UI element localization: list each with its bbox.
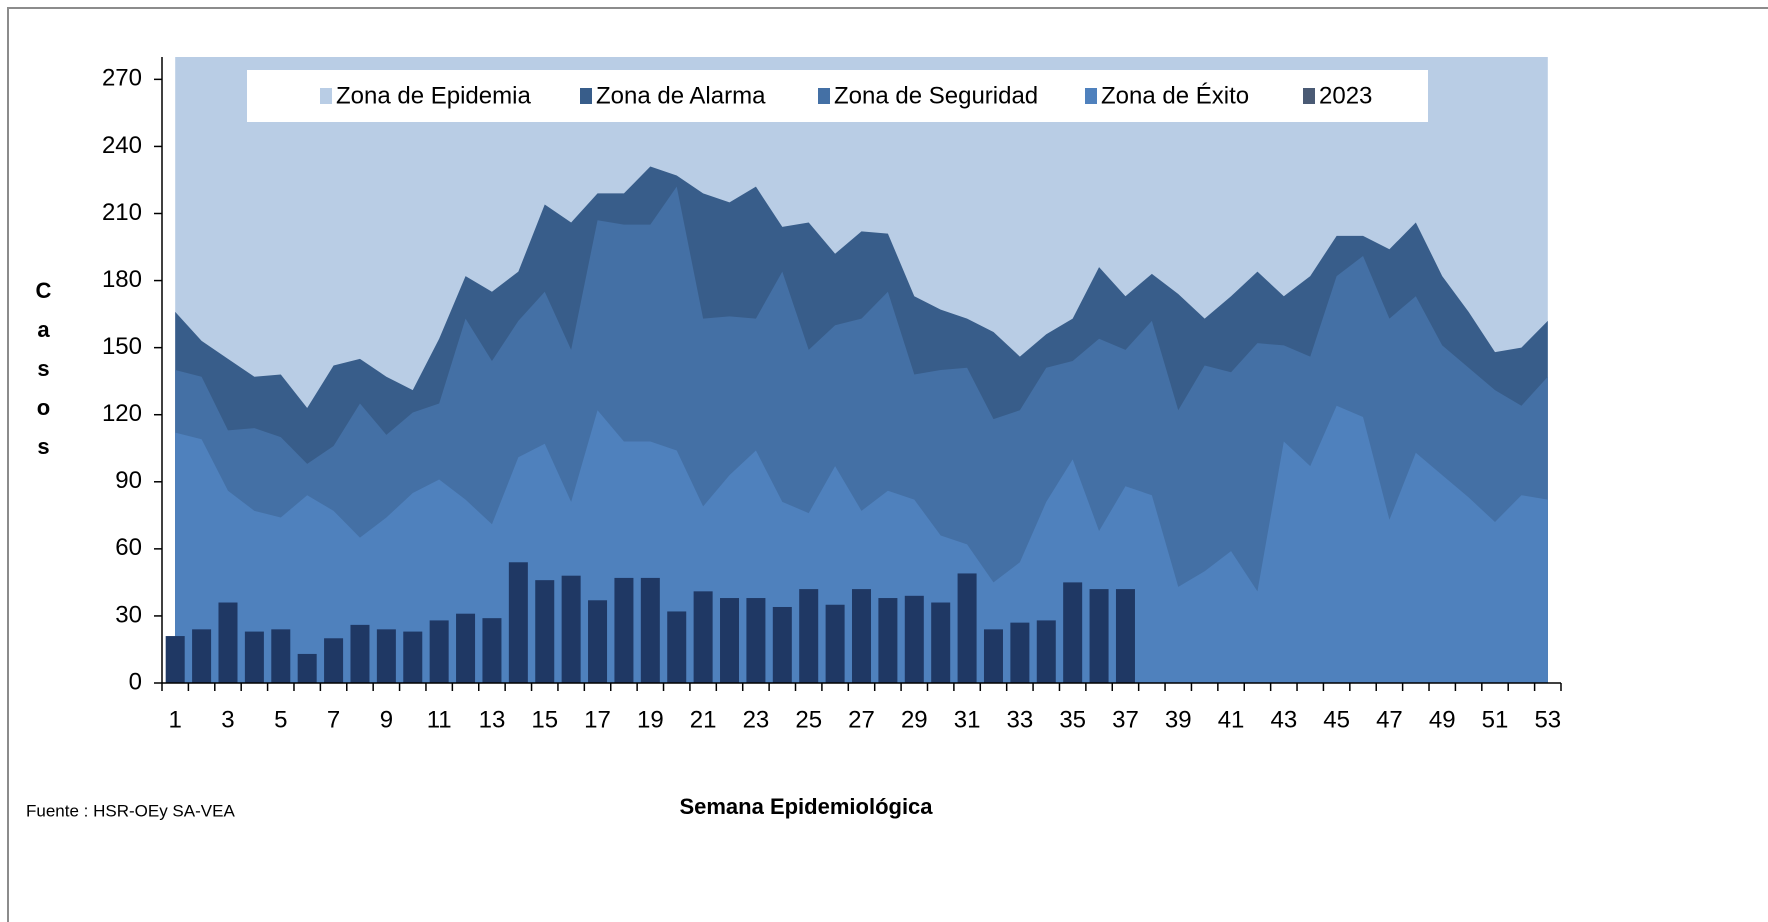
bar — [983, 629, 1003, 683]
x-tick-label: 23 — [743, 706, 770, 733]
frame — [7, 7, 1768, 922]
legend: Zona de Epidemia Zona de Alarma Zona de Se… — [247, 70, 1428, 122]
bar — [244, 631, 264, 683]
x-tick-label: 15 — [531, 706, 558, 733]
x-tick-label: 5 — [274, 706, 287, 733]
bar — [350, 624, 370, 683]
y-tick-label: 240 — [102, 132, 142, 159]
x-tick-label: 33 — [1007, 706, 1034, 733]
source-note: Fuente : HSR-OEy SA-VEA — [26, 801, 235, 820]
x-tick-label: 1 — [169, 706, 182, 733]
x-tick-label: 17 — [584, 706, 611, 733]
bar — [720, 598, 740, 683]
bar — [508, 562, 528, 683]
bar — [746, 598, 766, 683]
x-tick-label: 37 — [1112, 706, 1139, 733]
x-tick-label: 35 — [1059, 706, 1086, 733]
bar — [376, 629, 396, 683]
legend-box — [247, 70, 1428, 122]
bar — [1089, 589, 1109, 683]
legend-swatch — [1085, 88, 1097, 104]
x-tick-label: 9 — [380, 706, 393, 733]
bar — [297, 653, 317, 683]
x-axis-title: Semana Epidemiológica — [679, 794, 933, 819]
x-tick-label: 3 — [221, 706, 234, 733]
bar — [931, 602, 951, 683]
legend-label: Zona de Éxito — [1101, 82, 1249, 109]
y-tick-label: 60 — [115, 534, 142, 561]
bar — [851, 589, 872, 683]
x-tick-label: 7 — [327, 706, 340, 733]
x-tick-label: 47 — [1376, 706, 1403, 733]
y-tick-label: 180 — [102, 266, 142, 293]
y-tick-label: 0 — [129, 668, 142, 695]
x-tick-label: 21 — [690, 706, 717, 733]
bar — [878, 598, 898, 683]
x-tick-label: 19 — [637, 706, 664, 733]
legend-label: Zona de Epidemia — [336, 82, 531, 109]
y-tick-label: 30 — [115, 601, 142, 628]
bar — [482, 618, 502, 683]
y-tick-label: 210 — [102, 199, 142, 226]
plot-area — [165, 57, 1548, 684]
x-tick-label: 27 — [848, 706, 875, 733]
bar — [535, 580, 555, 683]
bar — [825, 604, 845, 683]
x-tick-label: 39 — [1165, 706, 1192, 733]
bar — [614, 577, 634, 683]
bar — [192, 629, 212, 683]
bar — [693, 591, 713, 683]
bar — [561, 575, 581, 683]
x-tick-label: 51 — [1482, 706, 1509, 733]
legend-swatch — [818, 88, 830, 104]
bar — [271, 629, 291, 683]
bar — [640, 577, 660, 683]
bar — [1036, 620, 1056, 683]
x-tick-label: 53 — [1534, 706, 1561, 733]
x-tick-label: 41 — [1218, 706, 1245, 733]
x-tick-label: 13 — [479, 706, 506, 733]
bar — [1115, 589, 1135, 683]
x-tick-label: 49 — [1429, 706, 1456, 733]
bar — [218, 602, 238, 683]
bar — [1010, 622, 1030, 683]
y-tick-label: 120 — [102, 400, 142, 427]
bar — [667, 611, 687, 683]
bar — [403, 631, 423, 683]
legend-label: 2023 — [1319, 82, 1372, 109]
x-tick-label: 29 — [901, 706, 928, 733]
legend-label: Zona de Alarma — [596, 82, 766, 109]
bar — [957, 573, 977, 683]
x-tick-label: 45 — [1323, 706, 1350, 733]
legend-swatch — [320, 88, 332, 104]
bar — [324, 638, 344, 683]
bar — [1063, 582, 1083, 683]
bar — [772, 606, 792, 683]
legend-swatch — [1303, 88, 1315, 104]
x-tick-label: 25 — [795, 706, 822, 733]
bar — [588, 600, 608, 683]
x-tick-label: 31 — [954, 706, 981, 733]
bar — [799, 589, 819, 683]
legend-swatch — [580, 88, 592, 104]
bar — [429, 620, 449, 683]
bar — [165, 636, 185, 683]
y-tick-label: 150 — [102, 333, 142, 360]
x-tick-label: 43 — [1270, 706, 1297, 733]
y-axis-title: Casos — [31, 278, 56, 473]
y-tick-label: 270 — [102, 65, 142, 92]
bar — [456, 613, 476, 683]
y-tick-label: 90 — [115, 467, 142, 494]
bar — [904, 595, 924, 683]
legend-label: Zona de Seguridad — [834, 82, 1038, 109]
x-tick-label: 11 — [427, 706, 452, 733]
